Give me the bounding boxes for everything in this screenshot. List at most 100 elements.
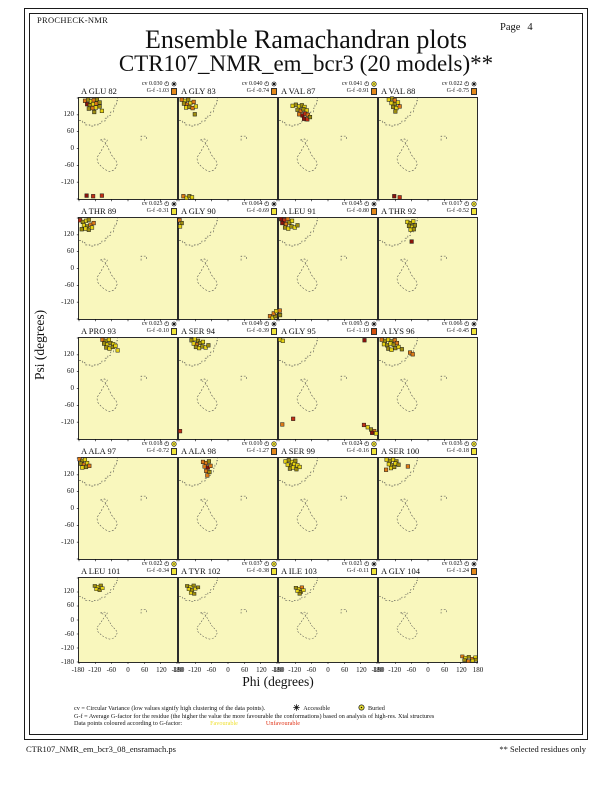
gf-line: G-f -0.38 xyxy=(247,568,277,576)
data-points xyxy=(78,217,96,232)
x-axis-tick-label: 0 xyxy=(326,666,330,674)
left-alpha-region-contour xyxy=(340,135,347,141)
x-axis-tick-label: 120 xyxy=(356,666,367,674)
y-axis-tick-label: 120 xyxy=(63,109,75,118)
data-point xyxy=(196,585,201,590)
left-alpha-region-contour xyxy=(340,375,347,381)
cv-line: cv 0.040 xyxy=(242,80,277,88)
plot-stats: cv 0.036 G-f -0.18 xyxy=(442,440,477,455)
page-indicator: Page 4 xyxy=(500,22,540,33)
beta-region-contour xyxy=(79,218,118,247)
data-point xyxy=(470,658,475,663)
cv-line: cv 0.064 xyxy=(242,200,277,208)
filename-text: CTR107_NMR_em_bcr3_08_ensramach.ps xyxy=(26,744,176,754)
alpha-region-contour xyxy=(296,258,318,292)
data-point xyxy=(200,459,205,465)
plot-stats: cv 0.010 G-f -1.27 xyxy=(242,440,277,455)
data-point xyxy=(381,342,386,347)
y-axis-tick-label: -180 xyxy=(61,658,74,666)
gf-line: G-f -0.31 xyxy=(147,208,177,216)
ramachandran-plot-a-val-88 xyxy=(378,96,478,202)
cv-value: cv 0.036 xyxy=(441,440,463,447)
x-axis-tick-label: 0 xyxy=(126,666,130,674)
plot-header-a-val-87: A VAL 87 cv 0.041 G-f -0.91 xyxy=(278,80,378,96)
accessible-icon xyxy=(371,560,377,567)
ramachandran-plot-a-gly-83 xyxy=(178,97,278,202)
left-alpha-region-contour xyxy=(340,495,347,501)
data-point xyxy=(206,459,211,464)
data-point xyxy=(193,104,198,109)
alpha-region-contour xyxy=(96,378,118,412)
data-point xyxy=(301,588,306,592)
y-axis-tick-label: 60 xyxy=(67,366,74,375)
plot-header-a-gly-104: A GLY 104 cv 0.023 G-f -1.24 xyxy=(378,560,478,576)
data-point xyxy=(200,344,205,349)
data-point xyxy=(466,655,471,659)
plot-stats: cv 0.066 G-f -0.45 xyxy=(442,320,477,335)
data-point xyxy=(186,587,191,591)
cv-dial-icon xyxy=(464,81,470,87)
favourable-label: Favourable xyxy=(210,720,238,728)
cv-line: cv 0.030 xyxy=(142,80,177,88)
plot-header-a-glu-82: A GLU 82 cv 0.030 G-f -1.03 xyxy=(78,80,178,96)
gf-color-square xyxy=(370,88,377,95)
plot-canvas xyxy=(278,98,378,202)
data-point xyxy=(189,338,194,343)
data-point xyxy=(196,338,201,343)
y-axis-tick-label: 0 xyxy=(70,615,75,624)
beta-region-contour xyxy=(79,458,118,487)
cv-dial-icon xyxy=(464,321,470,327)
data-point xyxy=(280,338,285,343)
ramachandran-plot-a-gly-90 xyxy=(177,217,279,322)
data-point xyxy=(207,469,212,475)
buried-icon xyxy=(471,441,477,447)
data-point xyxy=(91,102,96,107)
gf-line: G-f -0.18 xyxy=(447,448,477,456)
beta-region-contour xyxy=(179,458,218,487)
beta-region-contour xyxy=(379,578,418,602)
left-alpha-region-contour xyxy=(240,375,247,381)
alpha-region-contour xyxy=(196,138,218,172)
y-axis-tick-label: -120 xyxy=(61,298,74,307)
plot-stats: cv 0.022 G-f -0.75 xyxy=(442,80,477,95)
beta-region-contour xyxy=(179,218,218,247)
data-point xyxy=(191,583,196,588)
plot-header-a-leu-91: A LEU 91 cv 0.045 G-f -0.80 xyxy=(278,200,378,216)
data-point xyxy=(87,463,92,468)
y-axis-tick-label: 120 xyxy=(63,349,75,358)
axis-ticks xyxy=(76,337,178,442)
legend-gf-definition: G-f = Average G-factor for the residue (… xyxy=(74,713,435,721)
page-word: Page xyxy=(500,22,521,33)
data-point xyxy=(188,591,193,595)
beta-region-contour xyxy=(279,578,318,602)
data-point xyxy=(79,227,84,232)
alpha-region-contour xyxy=(96,611,118,640)
data-point xyxy=(301,107,306,112)
data-point xyxy=(283,459,288,464)
y-axis-tick-label: 60 xyxy=(67,601,74,610)
left-alpha-region-contour xyxy=(140,135,147,141)
data-point xyxy=(473,657,478,662)
ramachandran-plot-a-leu-101 xyxy=(76,577,178,664)
data-point xyxy=(290,103,295,108)
data-point xyxy=(177,218,182,223)
data-point xyxy=(289,224,294,229)
y-axis-tick-label: -60 xyxy=(64,629,74,638)
data-point xyxy=(393,346,398,351)
gf-value: G-f -0.91 xyxy=(346,88,369,95)
gf-color-square xyxy=(170,568,177,575)
axis-ticks xyxy=(178,439,278,442)
data-point xyxy=(291,416,296,421)
data-point xyxy=(179,220,184,226)
cv-line: cv 0.023 xyxy=(142,320,177,328)
data-points xyxy=(278,337,379,436)
selected-residues-note: ** Selected residues only xyxy=(499,744,586,754)
axis-ticks xyxy=(378,559,478,562)
cv-line: cv 0.023 xyxy=(442,560,477,568)
beta-region-contour xyxy=(79,98,118,127)
data-point xyxy=(280,422,285,427)
gf-value: G-f -0.39 xyxy=(246,328,269,335)
data-point xyxy=(99,108,104,113)
data-point xyxy=(82,98,88,103)
data-point xyxy=(389,347,394,352)
